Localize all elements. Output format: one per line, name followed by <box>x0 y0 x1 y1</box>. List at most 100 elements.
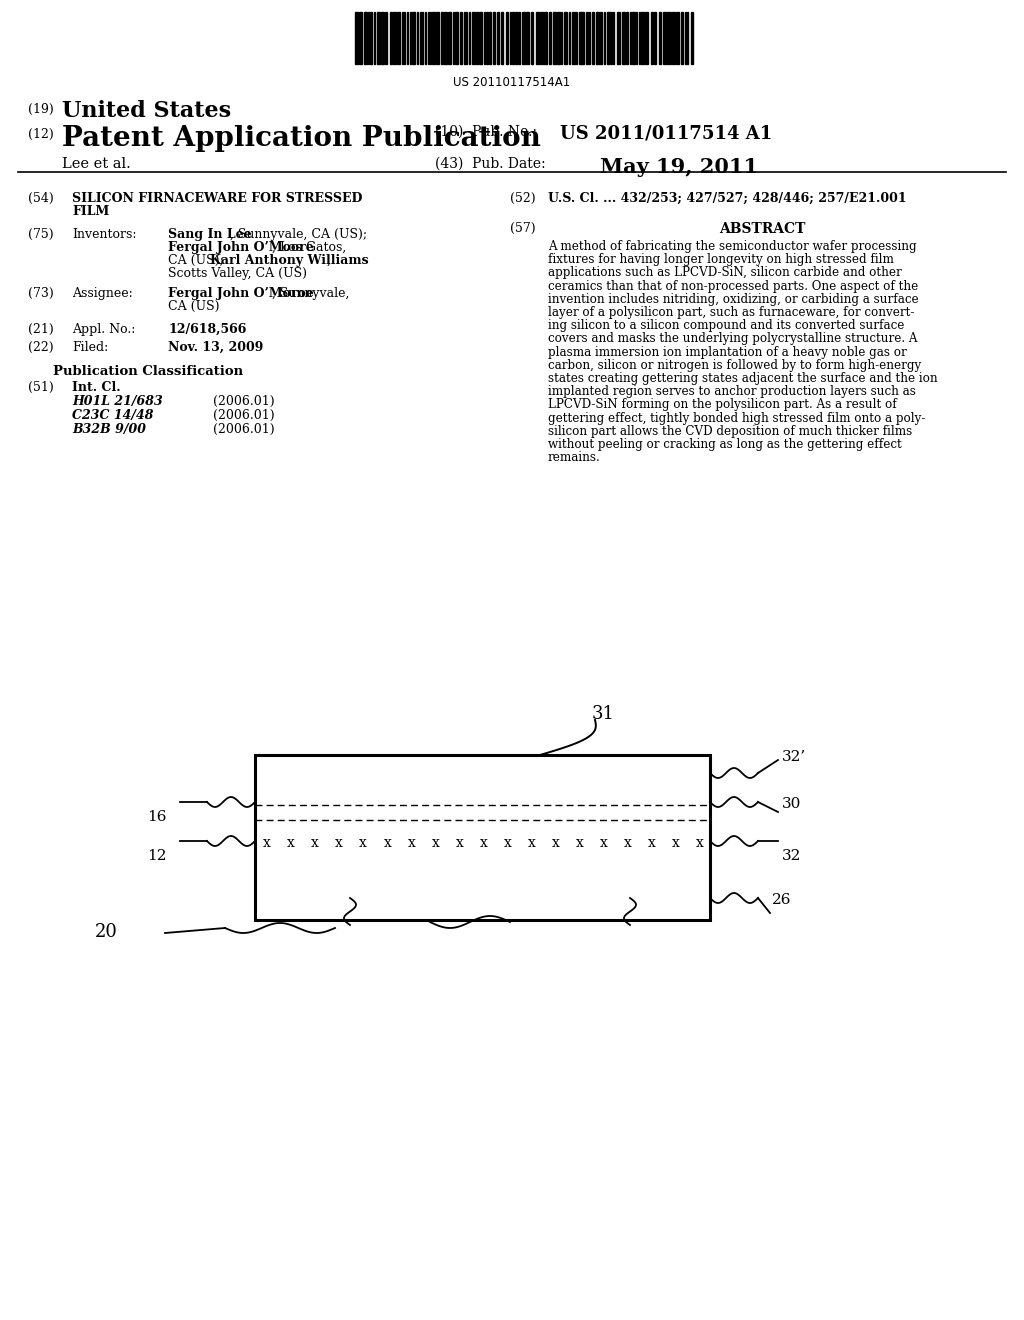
Bar <box>575 12 578 63</box>
Bar <box>650 12 652 63</box>
Text: Lee et al.: Lee et al. <box>62 157 131 172</box>
Text: ,: , <box>327 253 331 267</box>
Text: x: x <box>359 836 368 850</box>
Bar <box>444 12 447 63</box>
Bar <box>607 12 610 63</box>
Text: implanted region serves to anchor production layers such as: implanted region serves to anchor produc… <box>548 385 915 399</box>
Text: (2006.01): (2006.01) <box>213 409 274 422</box>
Bar <box>603 12 605 63</box>
Text: x: x <box>431 836 439 850</box>
Text: (73): (73) <box>28 286 53 300</box>
Text: silicon part allows the CVD deposition of much thicker films: silicon part allows the CVD deposition o… <box>548 425 912 438</box>
Bar <box>421 12 423 63</box>
Bar <box>530 12 534 63</box>
Bar <box>633 12 635 63</box>
Text: (43)  Pub. Date:: (43) Pub. Date: <box>435 157 546 172</box>
Text: 32’: 32’ <box>782 750 806 764</box>
Text: without peeling or cracking as long as the gettering effect: without peeling or cracking as long as t… <box>548 438 902 451</box>
Text: x: x <box>479 836 487 850</box>
Bar <box>432 12 435 63</box>
Text: (12): (12) <box>28 128 53 141</box>
Text: Patent Application Publication: Patent Application Publication <box>62 125 541 152</box>
Text: 26: 26 <box>772 894 792 907</box>
Bar <box>572 12 575 63</box>
Bar <box>476 12 478 63</box>
Text: CA (US);: CA (US); <box>168 253 227 267</box>
Text: CA (US): CA (US) <box>168 300 219 313</box>
Bar <box>389 12 391 63</box>
Text: remains.: remains. <box>548 451 601 465</box>
Text: , Sunnyvale, CA (US);: , Sunnyvale, CA (US); <box>230 228 368 242</box>
Text: (21): (21) <box>28 323 53 337</box>
Text: B32B 9/00: B32B 9/00 <box>72 422 146 436</box>
Text: x: x <box>600 836 607 850</box>
Bar <box>663 12 666 63</box>
Text: x: x <box>408 836 416 850</box>
Text: A method of fabricating the semiconductor wafer processing: A method of fabricating the semiconducto… <box>548 240 916 253</box>
Text: 16: 16 <box>147 810 167 824</box>
Text: x: x <box>335 836 343 850</box>
Bar <box>355 12 358 63</box>
Text: x: x <box>672 836 680 850</box>
Text: ABSTRACT: ABSTRACT <box>719 222 805 236</box>
Text: Fergal John O’Moroe: Fergal John O’Moroe <box>168 286 313 300</box>
Text: (57): (57) <box>510 222 536 235</box>
Bar <box>456 12 458 63</box>
Text: (51): (51) <box>28 381 53 393</box>
Text: (54): (54) <box>28 191 53 205</box>
Text: United States: United States <box>62 100 231 121</box>
Text: Filed:: Filed: <box>72 341 109 354</box>
Text: Assignee:: Assignee: <box>72 286 133 300</box>
Bar <box>592 12 594 63</box>
Text: ing silicon to a silicon compound and its converted surface: ing silicon to a silicon compound and it… <box>548 319 904 333</box>
Bar <box>613 12 614 63</box>
Text: fixtures for having longer longevity on high stressed film: fixtures for having longer longevity on … <box>548 253 894 267</box>
Text: plasma immersion ion implantation of a heavy noble gas or: plasma immersion ion implantation of a h… <box>548 346 906 359</box>
Bar <box>645 12 648 63</box>
Text: ceramics than that of non-processed parts. One aspect of the: ceramics than that of non-processed part… <box>548 280 919 293</box>
Bar <box>447 12 451 63</box>
Bar <box>541 12 543 63</box>
Bar <box>417 12 418 63</box>
Text: x: x <box>575 836 584 850</box>
Text: x: x <box>287 836 295 850</box>
Text: 30: 30 <box>782 797 802 810</box>
Bar <box>681 12 683 63</box>
Bar <box>658 12 660 63</box>
Text: Karl Anthony Williams: Karl Anthony Williams <box>210 253 369 267</box>
Bar <box>522 12 525 63</box>
Text: (10)  Pub. No.:: (10) Pub. No.: <box>435 125 537 139</box>
Bar <box>436 12 439 63</box>
Text: x: x <box>311 836 319 850</box>
Bar <box>667 12 669 63</box>
Bar <box>525 12 528 63</box>
Text: x: x <box>456 836 464 850</box>
Text: carbon, silicon or nitrogen is followed by to form high-energy: carbon, silicon or nitrogen is followed … <box>548 359 922 372</box>
Text: , Sunnyvale,: , Sunnyvale, <box>272 286 349 300</box>
Text: SILICON FIRNACEWARE FOR STRESSED: SILICON FIRNACEWARE FOR STRESSED <box>72 191 362 205</box>
Bar <box>587 12 589 63</box>
Text: x: x <box>648 836 655 850</box>
Text: (75): (75) <box>28 228 53 242</box>
Bar <box>549 12 551 63</box>
Text: U.S. Cl. ... 432/253; 427/527; 428/446; 257/E21.001: U.S. Cl. ... 432/253; 427/527; 428/446; … <box>548 191 906 205</box>
Text: covers and masks the underlying polycrystalline structure. A: covers and masks the underlying polycrys… <box>548 333 918 346</box>
Text: (2006.01): (2006.01) <box>213 422 274 436</box>
Bar <box>622 12 625 63</box>
Text: applications such as LPCVD-SiN, silicon carbide and other: applications such as LPCVD-SiN, silicon … <box>548 267 902 280</box>
Bar <box>371 12 373 63</box>
Text: gettering effect, tightly bonded high stressed film onto a poly-: gettering effect, tightly bonded high st… <box>548 412 926 425</box>
Bar <box>616 12 620 63</box>
Text: FILM: FILM <box>72 205 110 218</box>
Bar <box>493 12 495 63</box>
Bar <box>483 12 485 63</box>
Text: x: x <box>552 836 559 850</box>
Bar <box>677 12 680 63</box>
Text: Int. Cl.: Int. Cl. <box>72 381 121 393</box>
Text: (2006.01): (2006.01) <box>213 395 274 408</box>
Bar <box>441 12 443 63</box>
Bar <box>497 12 499 63</box>
Bar <box>600 12 602 63</box>
Text: Appl. No.:: Appl. No.: <box>72 323 135 337</box>
Text: 31: 31 <box>592 705 615 723</box>
